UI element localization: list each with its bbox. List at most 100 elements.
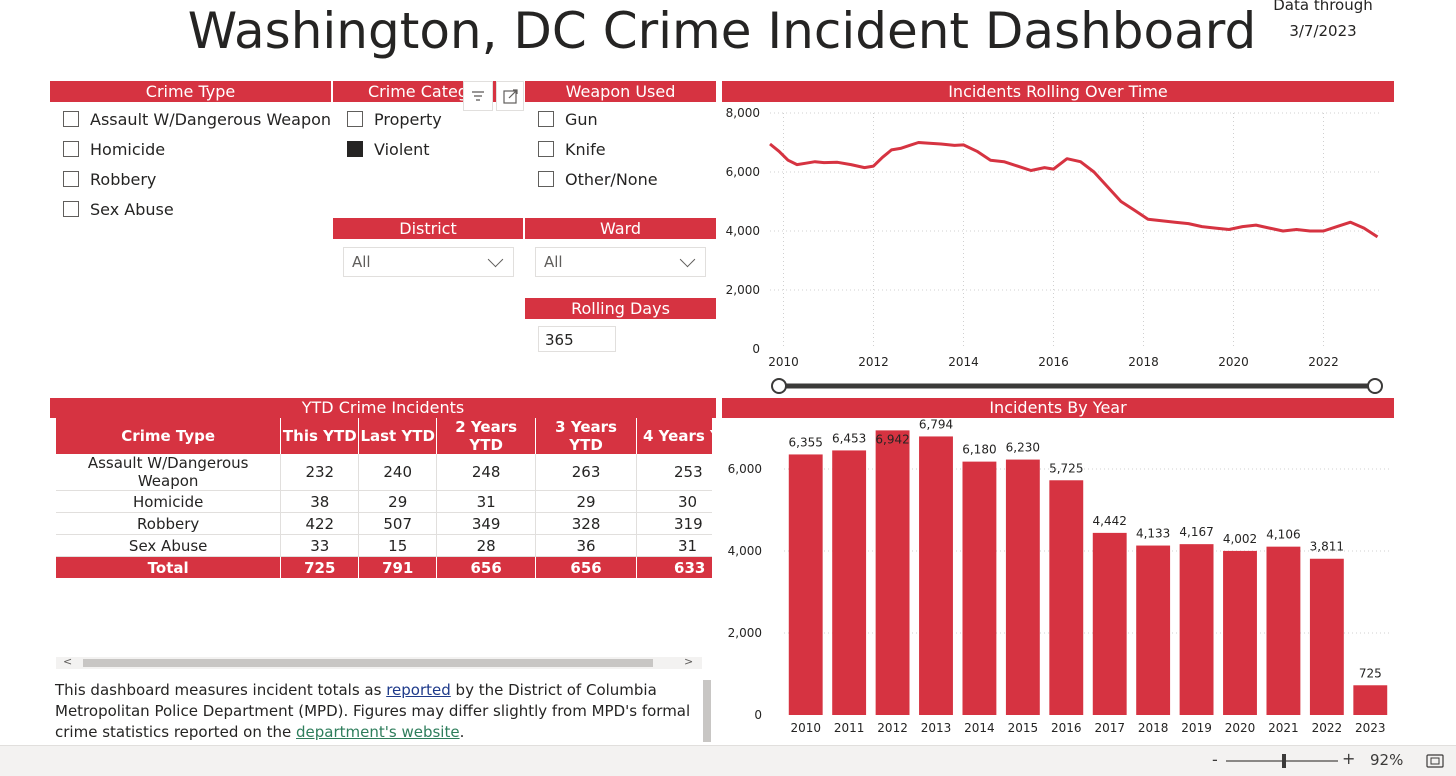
checkbox[interactable] bbox=[347, 111, 363, 127]
fit-to-page-icon[interactable] bbox=[1425, 753, 1445, 769]
checkbox[interactable] bbox=[538, 171, 554, 187]
district-header: District bbox=[333, 218, 523, 239]
x-tick-label: 2018 bbox=[1128, 355, 1159, 369]
y-tick-label: 2,000 bbox=[728, 626, 762, 640]
crime-category-option[interactable]: Property bbox=[347, 104, 442, 134]
table-cell: Assault W/Dangerous Weapon bbox=[56, 454, 282, 491]
bar-value-label: 4,133 bbox=[1136, 527, 1170, 541]
option-label: Robbery bbox=[90, 169, 157, 189]
x-tick-label: 2011 bbox=[834, 721, 865, 735]
option-label: Sex Abuse bbox=[90, 199, 174, 219]
scroll-left-arrow[interactable]: < bbox=[63, 655, 73, 668]
zoom-slider[interactable] bbox=[1226, 754, 1338, 768]
x-tick-label: 2012 bbox=[858, 355, 889, 369]
crime-category-option[interactable]: Violent bbox=[347, 134, 442, 164]
checkbox-checked[interactable] bbox=[347, 141, 363, 157]
ytd-table-wrap: Crime Type This YTD Last YTD 2 Years YTD… bbox=[56, 418, 712, 578]
ward-dropdown[interactable]: All bbox=[535, 247, 706, 277]
bar bbox=[1309, 558, 1344, 715]
zoom-out-button[interactable]: - bbox=[1212, 750, 1218, 769]
bar bbox=[788, 454, 823, 715]
district-dropdown[interactable]: All bbox=[343, 247, 514, 277]
crime-type-option[interactable]: Sex Abuse bbox=[63, 194, 331, 224]
checkbox[interactable] bbox=[538, 141, 554, 157]
table-cell: 791 bbox=[358, 556, 438, 578]
focus-mode-icon[interactable] bbox=[496, 81, 524, 111]
rolling-days-header: Rolling Days bbox=[525, 298, 716, 319]
scrollbar-thumb[interactable] bbox=[83, 659, 653, 667]
table-cell: Total bbox=[56, 556, 282, 578]
date-range-slider[interactable] bbox=[770, 377, 1386, 395]
bar-value-label: 6,942 bbox=[875, 432, 909, 446]
weapon-option[interactable]: Knife bbox=[538, 134, 658, 164]
table-cell: 633 bbox=[636, 556, 712, 578]
rolling-days-input[interactable]: 365 bbox=[538, 326, 616, 352]
reported-link[interactable]: reported bbox=[386, 681, 451, 699]
slider-handle-end[interactable] bbox=[1367, 378, 1383, 394]
weapon-option[interactable]: Gun bbox=[538, 104, 658, 134]
data-through: Data through 3/7/2023 bbox=[1255, 0, 1391, 44]
data-through-date: 3/7/2023 bbox=[1289, 22, 1357, 40]
column-header[interactable]: This YTD bbox=[280, 418, 360, 454]
weapon-option[interactable]: Other/None bbox=[538, 164, 658, 194]
slider-handle-start[interactable] bbox=[771, 378, 787, 394]
bar bbox=[1136, 545, 1171, 715]
description-scrollbar[interactable] bbox=[703, 680, 711, 742]
column-header[interactable]: 3 Years YTD bbox=[535, 418, 638, 454]
x-tick-label: 2022 bbox=[1312, 721, 1343, 735]
crime-type-option[interactable]: Assault W/Dangerous Weapon bbox=[63, 104, 331, 134]
checkbox[interactable] bbox=[63, 171, 79, 187]
checkbox[interactable] bbox=[63, 111, 79, 127]
column-header[interactable]: 2 Years YTD bbox=[436, 418, 537, 454]
bar-value-label: 4,167 bbox=[1179, 525, 1213, 539]
table-horizontal-scrollbar[interactable]: < > bbox=[56, 655, 702, 669]
x-tick-label: 2018 bbox=[1138, 721, 1169, 735]
x-tick-label: 2010 bbox=[790, 721, 821, 735]
crime-category-slicer: Property Violent bbox=[347, 104, 442, 164]
column-header[interactable]: 4 Years YT bbox=[636, 418, 712, 454]
x-tick-label: 2014 bbox=[948, 355, 979, 369]
filter-icon[interactable] bbox=[463, 81, 493, 111]
option-label: Gun bbox=[565, 109, 598, 129]
table-cell: 31 bbox=[436, 490, 537, 513]
table-cell: Robbery bbox=[56, 512, 282, 535]
table-row: Homicide 38 29 31 29 30 bbox=[56, 490, 712, 513]
crime-category-header: Crime Categ bbox=[333, 81, 523, 102]
bar-value-label: 4,442 bbox=[1093, 514, 1127, 528]
district-value: All bbox=[352, 253, 371, 271]
table-cell: Homicide bbox=[56, 490, 282, 513]
x-tick-label: 2017 bbox=[1094, 721, 1125, 735]
checkbox[interactable] bbox=[63, 201, 79, 217]
bar-value-label: 5,725 bbox=[1049, 461, 1083, 475]
page-title: Washington, DC Crime Incident Dashboard bbox=[0, 2, 1456, 60]
crime-type-option[interactable]: Homicide bbox=[63, 134, 331, 164]
x-tick-label: 2015 bbox=[1008, 721, 1039, 735]
weapon-used-header: Weapon Used bbox=[525, 81, 716, 102]
table-row: Robbery 422 507 349 328 319 bbox=[56, 512, 712, 535]
table-cell: 725 bbox=[280, 556, 360, 578]
x-tick-label: 2020 bbox=[1225, 721, 1256, 735]
bar-value-label: 6,794 bbox=[919, 418, 953, 431]
crime-type-header: Crime Type bbox=[50, 81, 331, 102]
checkbox[interactable] bbox=[63, 141, 79, 157]
y-tick-label: 4,000 bbox=[726, 224, 760, 238]
x-tick-label: 2023 bbox=[1355, 721, 1386, 735]
option-label: Violent bbox=[374, 139, 430, 159]
zoom-slider-thumb[interactable] bbox=[1282, 754, 1287, 768]
bar bbox=[1353, 685, 1388, 715]
option-label: Knife bbox=[565, 139, 606, 159]
bar bbox=[919, 436, 953, 715]
bar bbox=[875, 430, 910, 715]
option-label: Property bbox=[374, 109, 442, 129]
x-tick-label: 2016 bbox=[1038, 355, 1069, 369]
data-through-label: Data through bbox=[1273, 0, 1373, 14]
zoom-in-button[interactable]: + bbox=[1342, 749, 1356, 768]
table-cell: 28 bbox=[436, 534, 537, 557]
department-website-link[interactable]: department's website bbox=[296, 723, 460, 741]
column-header[interactable]: Crime Type bbox=[56, 418, 282, 454]
checkbox[interactable] bbox=[538, 111, 554, 127]
crime-type-option[interactable]: Robbery bbox=[63, 164, 331, 194]
x-tick-label: 2020 bbox=[1218, 355, 1249, 369]
column-header[interactable]: Last YTD bbox=[358, 418, 438, 454]
scroll-right-arrow[interactable]: > bbox=[684, 655, 694, 668]
